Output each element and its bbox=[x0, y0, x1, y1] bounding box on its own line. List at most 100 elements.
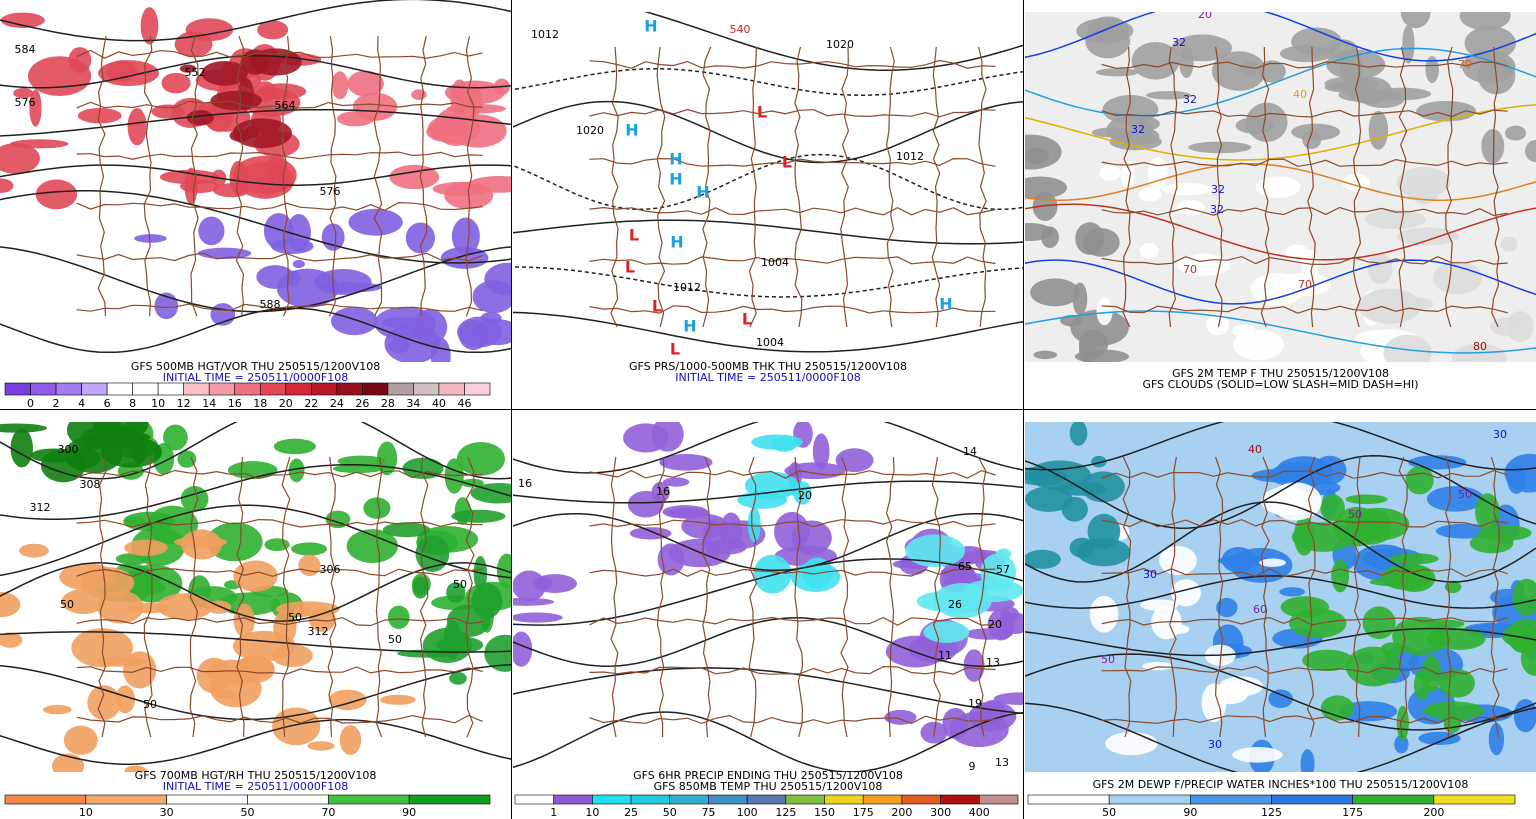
colorbar-swatch bbox=[81, 382, 108, 396]
shaded-area bbox=[159, 169, 220, 185]
shaded-area bbox=[206, 522, 263, 562]
map-label: 1012 bbox=[673, 281, 701, 294]
border-line bbox=[76, 666, 483, 675]
border-line bbox=[97, 36, 107, 317]
shaded-area bbox=[77, 107, 122, 124]
colorbar-label: 20 bbox=[279, 397, 293, 410]
shaded-area bbox=[1462, 50, 1516, 84]
border-line bbox=[76, 303, 483, 312]
map-label: 32 bbox=[1172, 36, 1186, 49]
shaded-area bbox=[0, 12, 45, 28]
shaded-area bbox=[1418, 731, 1461, 746]
shaded-area bbox=[1091, 455, 1107, 468]
shaded-area bbox=[1346, 519, 1392, 545]
border-line bbox=[281, 456, 291, 738]
shaded-area bbox=[97, 590, 144, 624]
shaded-area bbox=[1383, 334, 1432, 362]
border-line bbox=[236, 456, 245, 738]
map: 30 30 50 40 60 30 50 50 bbox=[1025, 422, 1536, 772]
border-line bbox=[840, 46, 850, 328]
map-label: H bbox=[670, 233, 683, 252]
map-label: 32 bbox=[1211, 183, 1225, 196]
contour-line bbox=[0, 631, 511, 653]
map-label: 1012 bbox=[896, 150, 924, 163]
contour-line bbox=[0, 307, 511, 354]
shaded-area bbox=[1358, 288, 1422, 324]
border-line bbox=[978, 46, 987, 328]
colorbar-swatch bbox=[1271, 794, 1353, 805]
colorbar-swatch bbox=[1352, 794, 1435, 805]
border-line bbox=[329, 36, 337, 317]
shaded-area bbox=[201, 60, 248, 86]
shaded-area bbox=[1421, 655, 1442, 693]
colorbar-swatch bbox=[85, 794, 167, 805]
shaded-area bbox=[346, 529, 398, 563]
contour-line bbox=[1025, 259, 1536, 305]
border-line bbox=[143, 456, 153, 738]
contour-line bbox=[513, 667, 1023, 715]
map-label: H bbox=[669, 150, 682, 169]
shaded-area bbox=[134, 234, 167, 243]
shaded-area bbox=[27, 56, 92, 97]
colorbar-swatch bbox=[234, 382, 261, 396]
contour-line bbox=[1025, 104, 1536, 161]
shaded-area bbox=[0, 178, 14, 194]
shaded-area bbox=[623, 423, 669, 453]
shaded-area bbox=[29, 89, 42, 127]
border-line bbox=[327, 456, 337, 738]
colorbar-label: 30 bbox=[160, 806, 174, 819]
colorbar-label: 10 bbox=[79, 806, 93, 819]
border-line bbox=[1260, 456, 1270, 738]
caption: GFS PRS/1000-500MB THK THU 250515/1200V1… bbox=[629, 360, 907, 373]
shaded-area bbox=[307, 741, 335, 751]
shaded-area bbox=[1211, 51, 1266, 91]
shaded-area bbox=[1221, 547, 1256, 573]
border-line bbox=[76, 100, 483, 109]
colorbar-swatch bbox=[553, 794, 593, 805]
caption: GFS 500MB HGT/VOR THU 250515/1200V108 bbox=[131, 360, 380, 373]
colorbar-swatch bbox=[183, 382, 210, 396]
shaded-area bbox=[63, 725, 98, 755]
contour-line bbox=[513, 311, 1023, 353]
shaded-area bbox=[1025, 549, 1061, 569]
colorbar-swatch bbox=[630, 794, 671, 805]
shaded-area bbox=[1380, 642, 1405, 657]
colorbar-swatch bbox=[259, 382, 287, 396]
border-line bbox=[76, 616, 483, 627]
shaded-area bbox=[1490, 317, 1523, 336]
map-label: 30 bbox=[1208, 738, 1222, 751]
shaded-area bbox=[1139, 242, 1159, 259]
border-line bbox=[589, 469, 996, 479]
border-line bbox=[235, 35, 245, 317]
colorbar-swatch bbox=[285, 382, 312, 396]
border-line bbox=[143, 36, 153, 317]
shaded-area bbox=[1147, 157, 1168, 190]
colorbar-label: 34 bbox=[406, 397, 420, 410]
shaded-area bbox=[273, 438, 316, 455]
border-line bbox=[419, 456, 429, 738]
colorbar-label: 10 bbox=[585, 806, 599, 819]
shaded-area bbox=[1525, 139, 1536, 163]
colorbar-label: 50 bbox=[1102, 806, 1116, 819]
border-line bbox=[1101, 206, 1508, 217]
border-line bbox=[1122, 46, 1132, 328]
map-label: 564 bbox=[275, 99, 296, 112]
colorbar-swatch bbox=[311, 382, 338, 396]
border-line bbox=[589, 256, 996, 265]
shaded-area bbox=[1025, 486, 1073, 512]
border-line bbox=[419, 36, 428, 317]
shaded-area bbox=[472, 280, 511, 314]
map-label: 50 bbox=[388, 633, 402, 646]
shaded-area bbox=[13, 87, 34, 99]
shaded-area bbox=[339, 725, 362, 755]
contour-line bbox=[1025, 627, 1536, 657]
shaded-area bbox=[471, 582, 503, 619]
shaded-area bbox=[1258, 60, 1286, 83]
shaded-area bbox=[1142, 661, 1174, 671]
shaded-area bbox=[466, 84, 483, 117]
map-label: 50 bbox=[288, 611, 302, 624]
colorbar-label: 200 bbox=[1423, 806, 1444, 819]
shaded-area bbox=[272, 707, 321, 746]
shaded-area bbox=[330, 306, 378, 336]
caption: INITIAL TIME = 250511/0000F108 bbox=[163, 371, 348, 384]
